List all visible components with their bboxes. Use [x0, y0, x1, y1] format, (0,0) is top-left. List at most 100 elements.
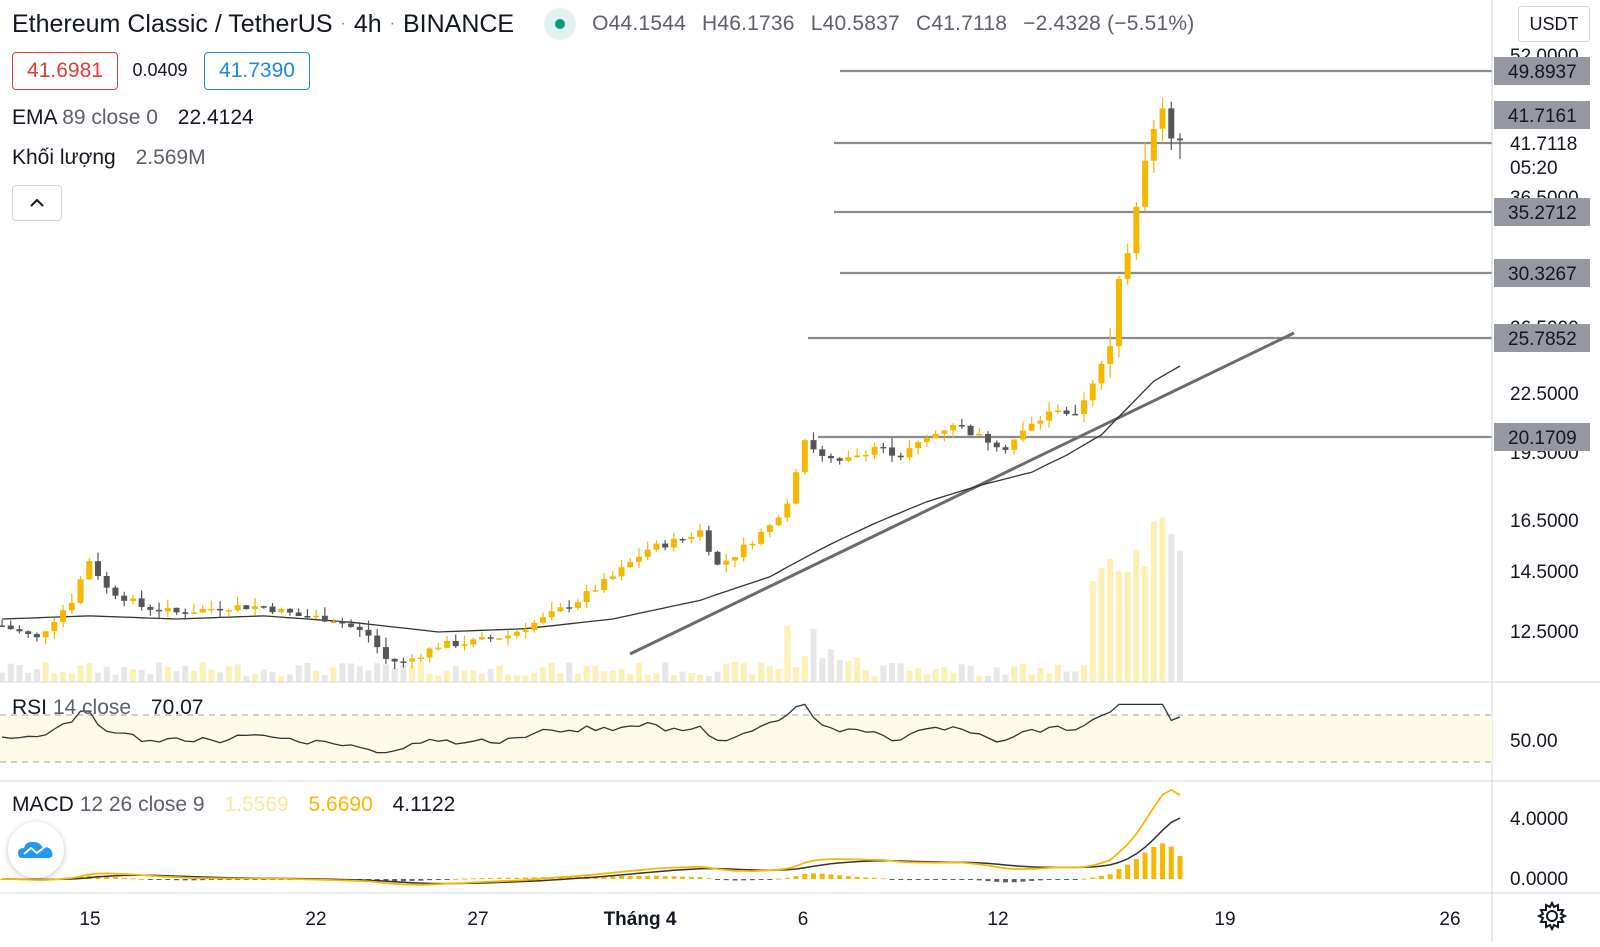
candle-body — [653, 543, 660, 550]
price-tag-label: 41.7161 — [1508, 106, 1577, 127]
volume-bar — [819, 658, 826, 682]
volume-bar — [252, 673, 259, 682]
candle-body — [566, 607, 573, 609]
macd-hist-bar — [872, 877, 878, 879]
macd-hist-bar — [1116, 869, 1122, 879]
interval[interactable]: 4h — [353, 9, 382, 38]
candle-body — [365, 629, 372, 636]
macd-hist-bar — [566, 876, 572, 879]
macd-axis-label: 4.0000 — [1510, 809, 1568, 830]
volume-legend[interactable]: Khối lượng 2.569M — [12, 146, 206, 169]
volume-bar — [365, 670, 372, 682]
candle-body — [330, 621, 337, 623]
candle-body — [540, 617, 547, 623]
volume-bar — [574, 673, 581, 682]
volume-bar — [208, 669, 215, 682]
volume-bar — [583, 666, 590, 682]
volume-bar — [845, 661, 852, 682]
volume-bar — [374, 663, 381, 682]
volume-bar — [627, 674, 634, 682]
gear-icon[interactable] — [1536, 900, 1568, 932]
volume-bar — [25, 672, 32, 682]
price-tag-label: 49.8937 — [1508, 62, 1577, 83]
bid-price-button[interactable]: 41.6981 — [12, 52, 118, 90]
candle-body — [7, 625, 14, 630]
volume-bar — [1150, 521, 1157, 682]
candle-body — [897, 455, 904, 458]
volume-bar — [897, 663, 904, 682]
candle-body — [173, 607, 180, 613]
candle-body — [444, 640, 451, 648]
candle-body — [470, 639, 477, 645]
macd-hist-bar — [488, 877, 494, 879]
rsi-legend[interactable]: RSI 14 close 70.07 — [12, 696, 204, 719]
macd-hist-bar — [758, 879, 764, 880]
candle-body — [505, 635, 512, 639]
volume-bar — [618, 668, 625, 682]
symbol-header[interactable]: Ethereum Classic / TetherUS · 4h · BINAN… — [12, 6, 1205, 42]
candle-body — [810, 440, 817, 450]
macd-hist-bar — [880, 878, 886, 880]
volume-bar — [827, 649, 834, 682]
exchange: BINANCE — [402, 9, 515, 38]
candle-body — [766, 525, 773, 532]
candle-body — [583, 591, 590, 603]
volume-bar — [156, 662, 163, 682]
volume-bar — [1168, 533, 1175, 682]
candle-body — [295, 612, 302, 617]
macd-hist-bar — [994, 879, 1000, 882]
candle-body — [836, 458, 843, 461]
candle-body — [697, 530, 704, 537]
macd-hist-bar — [208, 879, 214, 881]
volume-bar — [269, 671, 276, 682]
macd-hist-bar — [514, 877, 520, 879]
symbol-name[interactable]: Ethereum Classic / TetherUS — [12, 9, 333, 38]
price-tag-box — [1494, 324, 1590, 352]
macd-hist-bar — [130, 878, 136, 880]
volume-bar — [286, 674, 293, 682]
candle-body — [452, 640, 459, 647]
volume-bar — [487, 668, 494, 682]
volume-bar — [103, 666, 110, 682]
candle-body — [217, 608, 224, 611]
candle-body — [1046, 411, 1053, 421]
volume-bar — [976, 675, 983, 682]
price-tag-label: 20.1709 — [1508, 428, 1577, 449]
candle-body — [1150, 128, 1157, 161]
macd-hist-bar — [1037, 879, 1043, 881]
volume-bar — [915, 667, 922, 682]
macd-hist-bar — [444, 879, 450, 880]
macd-legend[interactable]: MACD 12 26 close 9 1.5569 5.6690 4.1122 — [12, 793, 456, 816]
tradingview-cloud-icon[interactable] — [8, 822, 64, 878]
macd-hist-bar — [680, 876, 686, 879]
volume-bar — [801, 656, 808, 682]
volume-bar — [496, 665, 503, 682]
candle-body — [723, 560, 730, 565]
candle-body — [112, 587, 119, 596]
candle-body — [819, 449, 826, 456]
macd-hist-bar — [985, 879, 991, 882]
candle-body — [749, 543, 756, 546]
volume-bar — [731, 662, 738, 682]
macd-hist-bar — [767, 879, 773, 880]
candle-body — [356, 626, 363, 630]
macd-hist-bar — [383, 879, 389, 881]
collapse-legend-button[interactable] — [12, 185, 62, 221]
volume-bar — [33, 669, 40, 682]
volume-bar — [1002, 674, 1009, 682]
volume-bar — [985, 675, 992, 682]
macd-hist-bar — [619, 875, 625, 879]
ema-legend[interactable]: EMA 89 close 0 22.4124 — [12, 106, 254, 129]
ask-price-button[interactable]: 41.7390 — [204, 52, 310, 90]
macd-hist-bar — [933, 879, 939, 880]
volume-bar — [653, 672, 660, 682]
candle-body — [374, 635, 381, 648]
candle-body — [740, 544, 747, 558]
candle-body — [1124, 253, 1131, 279]
currency-button[interactable]: USDT — [1518, 6, 1590, 42]
candle-body — [1089, 383, 1096, 401]
volume-bar — [1142, 566, 1149, 682]
close-value: C41.7118 — [916, 12, 1008, 35]
